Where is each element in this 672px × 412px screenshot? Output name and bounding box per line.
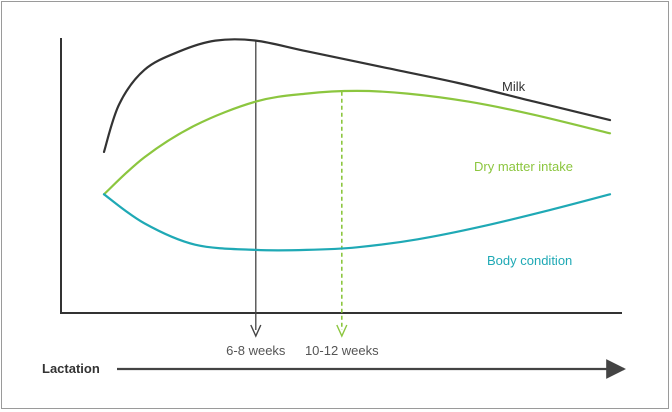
marker-label-1: 10-12 weeks: [305, 343, 379, 358]
series-lines: [102, 38, 612, 252]
series-label-dry-matter-intake: Dry matter intake: [474, 159, 573, 174]
x-axis-title: Lactation: [42, 361, 100, 376]
series-line-milk: [102, 38, 612, 153]
series-label-milk: Milk: [502, 79, 526, 94]
marker-lines: 6-8 weeks 10-12 weeks: [226, 40, 379, 358]
series-line-dry-matter-intake: [102, 89, 612, 196]
marker-arrowhead-0: [250, 324, 262, 338]
series-label-body-condition: Body condition: [487, 253, 572, 268]
series-line-body-condition: [102, 193, 612, 252]
marker-label-0: 6-8 weeks: [226, 343, 286, 358]
series-labels: Milk Dry matter intake Body condition: [474, 79, 573, 268]
marker-arrowhead-1: [336, 324, 348, 338]
